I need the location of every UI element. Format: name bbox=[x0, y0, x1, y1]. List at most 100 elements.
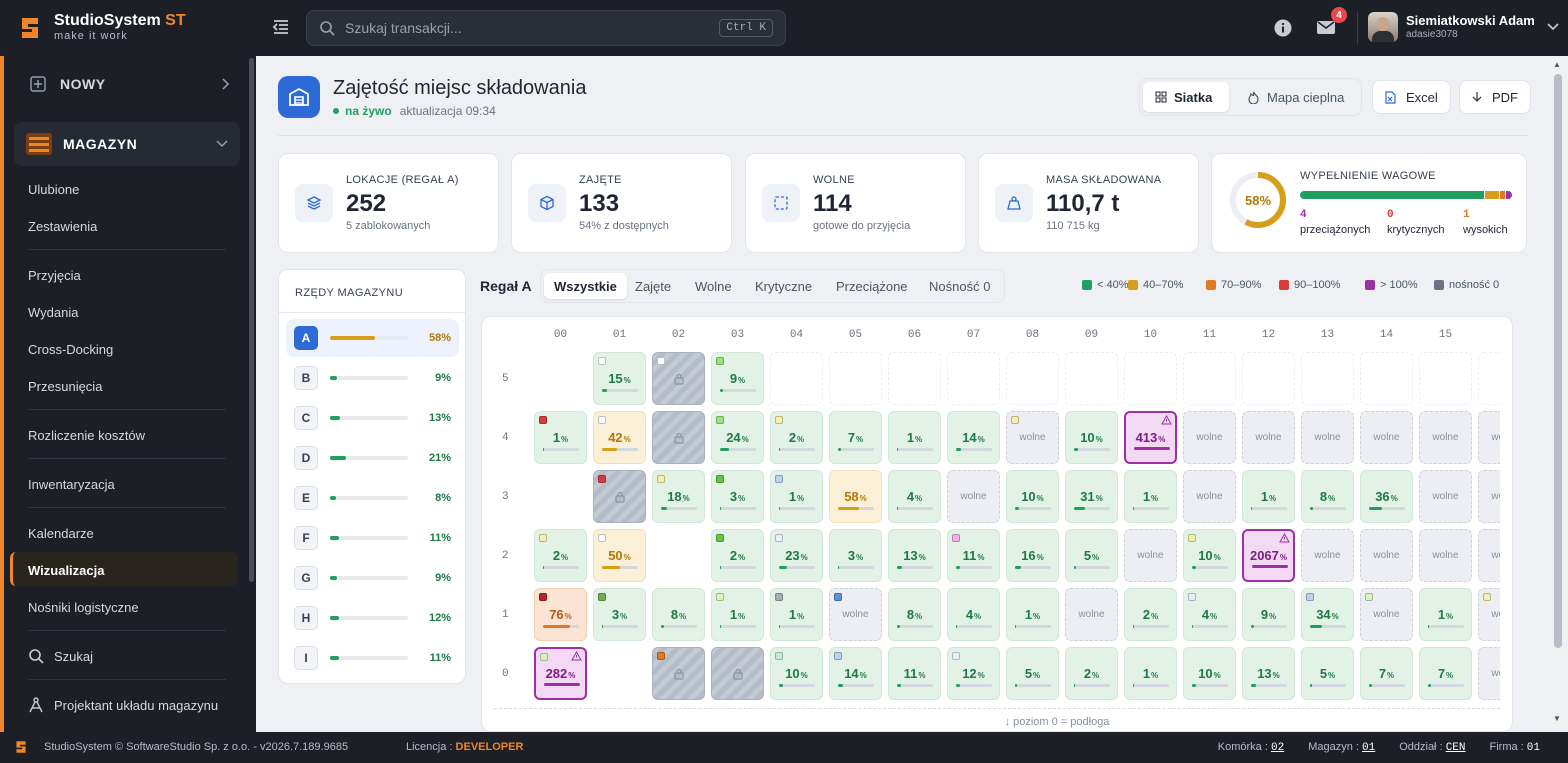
location-cell[interactable]: 3% bbox=[829, 529, 882, 582]
location-cell[interactable]: 2% bbox=[711, 529, 764, 582]
location-cell[interactable]: 7% bbox=[829, 411, 882, 464]
location-cell[interactable]: 13% bbox=[1242, 647, 1295, 700]
location-cell-free[interactable]: wolne bbox=[1478, 647, 1500, 700]
location-cell[interactable]: 8% bbox=[652, 588, 705, 641]
row-item-c[interactable]: C 13% bbox=[286, 399, 459, 437]
location-cell[interactable]: 31% bbox=[1065, 470, 1118, 523]
scroll-up-icon[interactable]: ▲ bbox=[1553, 60, 1561, 69]
sidebar-item-przesuniecia[interactable]: Przesunięcia bbox=[28, 379, 103, 394]
location-cell[interactable]: 3% bbox=[711, 470, 764, 523]
sidebar-item-przyjecia[interactable]: Przyjęcia bbox=[28, 268, 81, 283]
location-cell-free[interactable]: wolne bbox=[1124, 529, 1177, 582]
row-item-d[interactable]: D 21% bbox=[286, 439, 459, 477]
location-cell[interactable]: 7% bbox=[1360, 647, 1413, 700]
location-cell[interactable]: 14% bbox=[947, 411, 1000, 464]
location-cell[interactable]: 11% bbox=[947, 529, 1000, 582]
location-cell-free[interactable]: wolne bbox=[1478, 529, 1500, 582]
search-input[interactable]: Szukaj transakcji... bbox=[345, 20, 462, 36]
location-cell[interactable]: 2% bbox=[1124, 588, 1177, 641]
tab-nosnosc-0[interactable]: Nośność 0 bbox=[929, 278, 991, 294]
location-cell-free[interactable]: wolne bbox=[1065, 588, 1118, 641]
location-cell[interactable]: 9% bbox=[711, 352, 764, 405]
location-cell[interactable]: 2% bbox=[1065, 647, 1118, 700]
tab-wszystkie[interactable]: Wszystkie bbox=[544, 273, 627, 299]
location-cell[interactable]: 8% bbox=[888, 588, 941, 641]
row-item-b[interactable]: B 9% bbox=[286, 359, 459, 397]
location-cell[interactable]: 282% bbox=[534, 647, 587, 700]
location-cell-free[interactable]: wolne bbox=[1360, 411, 1413, 464]
location-cell-free[interactable]: wolne bbox=[1419, 529, 1472, 582]
location-cell[interactable]: 42% bbox=[593, 411, 646, 464]
location-cell[interactable]: 14% bbox=[829, 647, 882, 700]
tab-krytyczne[interactable]: Krytyczne bbox=[755, 278, 813, 294]
location-cell[interactable]: 2% bbox=[770, 411, 823, 464]
location-cell[interactable]: 1% bbox=[888, 411, 941, 464]
location-cell[interactable]: 1% bbox=[534, 411, 587, 464]
collapse-menu-icon[interactable] bbox=[272, 18, 290, 36]
location-cell[interactable]: 4% bbox=[1183, 588, 1236, 641]
location-cell[interactable]: 1% bbox=[1242, 470, 1295, 523]
location-cell-free[interactable]: wolne bbox=[1006, 411, 1059, 464]
location-cell[interactable]: 4% bbox=[888, 470, 941, 523]
location-cell[interactable]: 10% bbox=[1065, 411, 1118, 464]
location-cell[interactable]: 76% bbox=[534, 588, 587, 641]
location-cell[interactable]: 2067% bbox=[1242, 529, 1295, 582]
location-cell[interactable]: 12% bbox=[947, 647, 1000, 700]
sidebar-item-zestawienia[interactable]: Zestawienia bbox=[28, 219, 98, 234]
view-heatmap-button[interactable]: Mapa cieplna bbox=[1236, 82, 1356, 112]
location-cell-free[interactable]: wolne bbox=[1183, 470, 1236, 523]
brand-logo[interactable]: StudioSystem ST make it work bbox=[18, 13, 186, 42]
location-cell[interactable]: 413% bbox=[1124, 411, 1177, 464]
sidebar-item-nowy[interactable]: NOWY bbox=[30, 76, 230, 92]
chevron-down-icon[interactable] bbox=[1547, 23, 1559, 31]
tab-wolne[interactable]: Wolne bbox=[695, 278, 732, 294]
location-cell-free[interactable]: wolne bbox=[1478, 588, 1500, 641]
location-cell-free[interactable]: wolne bbox=[829, 588, 882, 641]
location-cell[interactable]: 10% bbox=[1183, 529, 1236, 582]
location-cell[interactable]: 10% bbox=[1183, 647, 1236, 700]
location-cell[interactable]: 9% bbox=[1242, 588, 1295, 641]
tab-przeciazone[interactable]: Przeciążone bbox=[836, 278, 908, 294]
sidebar-item-wizualizacja[interactable]: Wizualizacja bbox=[28, 563, 105, 578]
location-cell[interactable]: 1% bbox=[770, 588, 823, 641]
search-bar[interactable]: Szukaj transakcji... Ctrl K bbox=[306, 10, 786, 46]
location-cell[interactable]: 23% bbox=[770, 529, 823, 582]
cell-link[interactable]: 02 bbox=[1270, 742, 1285, 754]
row-item-g[interactable]: G 9% bbox=[286, 559, 459, 597]
row-item-i[interactable]: I 11% bbox=[286, 639, 459, 677]
location-cell-free[interactable]: wolne bbox=[1419, 470, 1472, 523]
location-cell[interactable]: 13% bbox=[888, 529, 941, 582]
info-icon[interactable] bbox=[1274, 19, 1292, 37]
row-item-e[interactable]: E 8% bbox=[286, 479, 459, 517]
user-menu[interactable]: Siemiatkowski Adam adasie3078 bbox=[1368, 12, 1559, 42]
location-cell[interactable]: 10% bbox=[1006, 470, 1059, 523]
sidebar-item-magazyn[interactable]: MAGAZYN bbox=[14, 122, 240, 166]
location-cell-free[interactable]: wolne bbox=[947, 470, 1000, 523]
sidebar-item-ulubione[interactable]: Ulubione bbox=[28, 182, 80, 197]
location-cell[interactable]: 5% bbox=[1065, 529, 1118, 582]
scroll-thumb[interactable] bbox=[1554, 74, 1562, 648]
location-cell-free[interactable]: wolne bbox=[1242, 411, 1295, 464]
location-cell[interactable]: 18% bbox=[652, 470, 705, 523]
location-cell-free[interactable]: wolne bbox=[1360, 529, 1413, 582]
location-cell-locked[interactable] bbox=[652, 411, 705, 464]
sidebar-item-rozliczenie-kosztow[interactable]: Rozliczenie kosztów bbox=[28, 428, 146, 443]
page-scrollbar[interactable]: ▲ ▼ bbox=[1548, 56, 1568, 732]
location-cell-free[interactable]: wolne bbox=[1478, 411, 1500, 464]
location-cell[interactable]: 5% bbox=[1301, 647, 1354, 700]
location-cell[interactable]: 8% bbox=[1301, 470, 1354, 523]
location-cell[interactable]: 7% bbox=[1419, 647, 1472, 700]
location-cell[interactable]: 1% bbox=[1006, 588, 1059, 641]
location-cell[interactable]: 2% bbox=[534, 529, 587, 582]
location-cell[interactable]: 11% bbox=[888, 647, 941, 700]
location-cell-free[interactable]: wolne bbox=[1301, 529, 1354, 582]
location-cell[interactable]: 34% bbox=[1301, 588, 1354, 641]
sidebar-item-cross-docking[interactable]: Cross-Docking bbox=[28, 342, 114, 357]
location-cell-free[interactable]: wolne bbox=[1183, 411, 1236, 464]
location-cell[interactable]: 24% bbox=[711, 411, 764, 464]
location-cell-locked[interactable] bbox=[711, 647, 764, 700]
sidebar-item-szukaj[interactable]: Szukaj bbox=[28, 648, 93, 664]
location-cell[interactable]: 1% bbox=[711, 588, 764, 641]
location-cell-locked[interactable] bbox=[652, 352, 705, 405]
location-cell[interactable]: 5% bbox=[1006, 647, 1059, 700]
